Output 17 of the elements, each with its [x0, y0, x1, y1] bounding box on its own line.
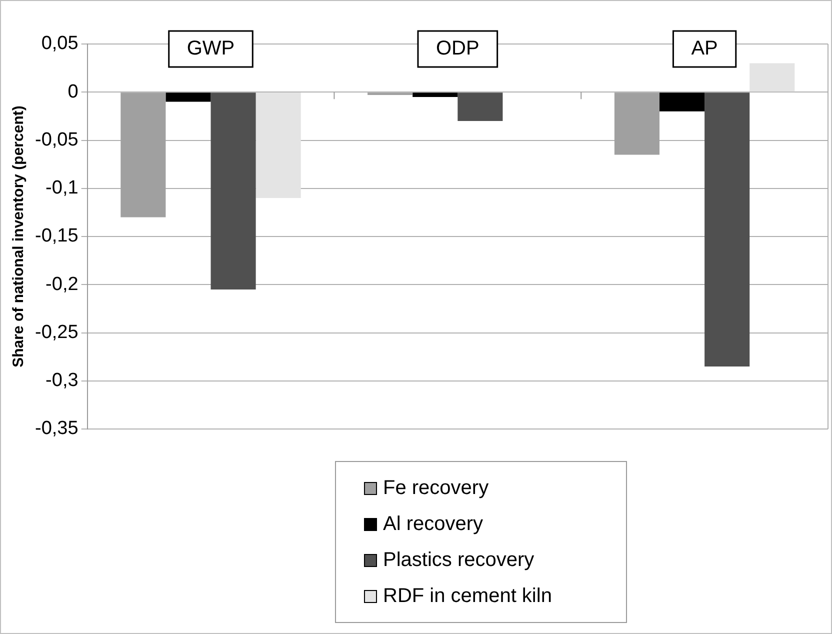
y-tick-label: -0,3	[46, 370, 78, 392]
x-tick-label: AP	[691, 38, 718, 60]
y-tick-label: -0,05	[34, 129, 78, 150]
legend-label: RDF in cement kiln	[383, 584, 552, 608]
legend-label: Fe recovery	[383, 476, 489, 500]
x-tick-label: ODP	[436, 38, 480, 60]
y-tick-label: -0,1	[46, 178, 78, 199]
y-tick-label: -0,15	[34, 226, 78, 247]
y-tick-label: -0,25	[34, 322, 78, 343]
x-tick-label: GWP	[186, 38, 235, 60]
y-axis-title: Share of national inventory (percent)	[10, 106, 28, 368]
y-tick-label: 0	[68, 81, 78, 102]
legend-label: Al recovery	[383, 512, 484, 536]
y-tick-label: -0,35	[34, 418, 78, 440]
y-tick-label: -0,2	[46, 274, 78, 295]
y-tick-label: 0,05	[41, 33, 78, 54]
legend-label: Plastics recovery	[383, 548, 534, 572]
